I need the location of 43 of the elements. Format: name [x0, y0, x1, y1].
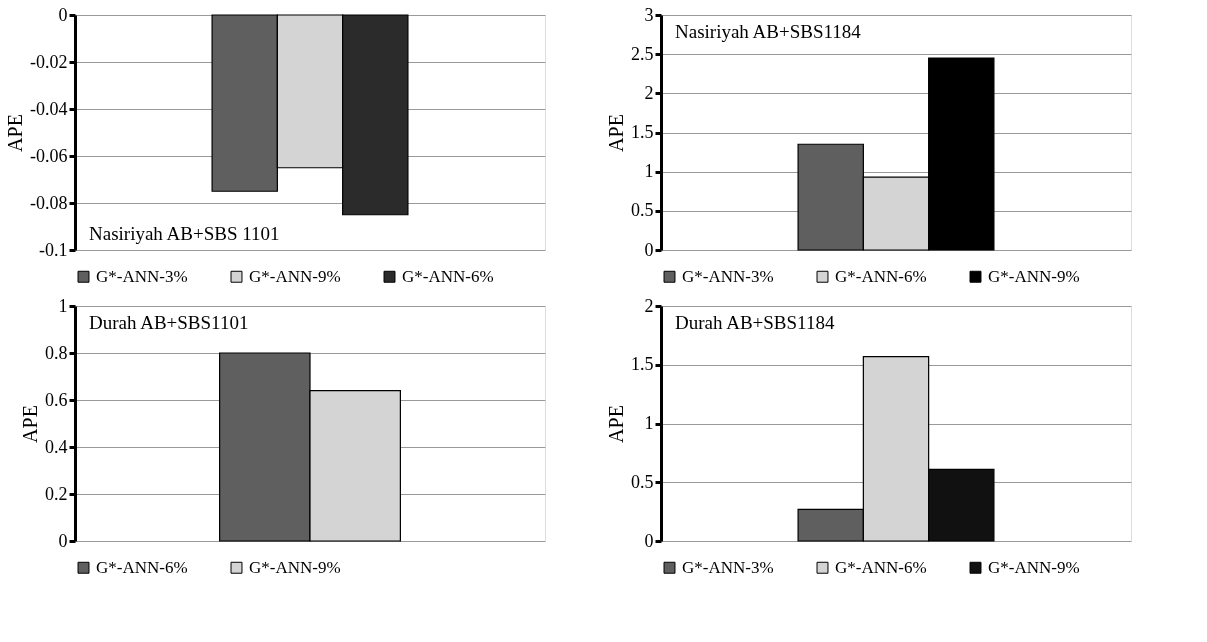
- y-tick-label: 2.5: [631, 43, 654, 64]
- y-tick-label: 0: [644, 239, 654, 260]
- y-tick-label: -0.06: [30, 145, 68, 166]
- y-tick-label: 0: [58, 4, 68, 25]
- y-axis-title: APE: [19, 405, 41, 443]
- y-tick-label: 1: [644, 161, 654, 182]
- y-tick-label: 0.5: [631, 200, 654, 221]
- legend-label: G*-ANN-6%: [835, 266, 927, 286]
- y-tick-label: 0: [644, 530, 654, 551]
- annotation: Durah AB+SBS1184: [675, 312, 835, 333]
- y-tick-label: 0.2: [45, 483, 68, 504]
- annotation: Nasiriyah AB+SBS1184: [675, 21, 862, 42]
- y-tick-label: 1.5: [631, 122, 654, 142]
- y-tick-label: 0.5: [631, 471, 654, 492]
- y-axis-title: APE: [4, 114, 27, 152]
- y-tick-label: -0.1: [39, 239, 68, 260]
- legend-label: G*-ANN-6%: [402, 266, 494, 286]
- legend-label: G*-ANN-9%: [988, 557, 1080, 577]
- legend-label: G*-ANN-6%: [96, 557, 188, 577]
- y-axis-title: APE: [605, 114, 627, 152]
- y-tick-label: 0: [58, 530, 68, 551]
- y-tick-label: 1.5: [631, 354, 654, 375]
- legend-label: G*-ANN-9%: [988, 266, 1080, 286]
- y-tick-label: 0.4: [45, 436, 68, 457]
- legend-label: G*-ANN-9%: [249, 266, 341, 286]
- annotation: Durah AB+SBS1101: [89, 312, 249, 333]
- legend-label: G*-ANN-9%: [249, 557, 341, 577]
- y-tick-label: 2: [644, 82, 654, 103]
- y-axis-title: APE: [605, 405, 627, 443]
- y-tick-label: -0.04: [30, 98, 68, 119]
- y-tick-label: -0.08: [30, 192, 68, 213]
- legend-label: G*-ANN-3%: [682, 557, 774, 577]
- annotation: Nasiriyah AB+SBS 1101: [89, 223, 280, 244]
- y-tick-label: 1: [58, 295, 68, 316]
- y-tick-label: -0.02: [30, 51, 68, 72]
- y-tick-label: 2: [644, 295, 654, 316]
- y-tick-label: 3: [644, 4, 654, 25]
- legend-label: G*-ANN-3%: [682, 266, 774, 286]
- y-tick-label: 1: [644, 413, 654, 433]
- y-tick-label: 0.6: [45, 389, 68, 410]
- legend-label: G*-ANN-6%: [835, 557, 927, 577]
- y-tick-label: 0.8: [45, 342, 68, 363]
- legend-label: G*-ANN-3%: [96, 266, 188, 286]
